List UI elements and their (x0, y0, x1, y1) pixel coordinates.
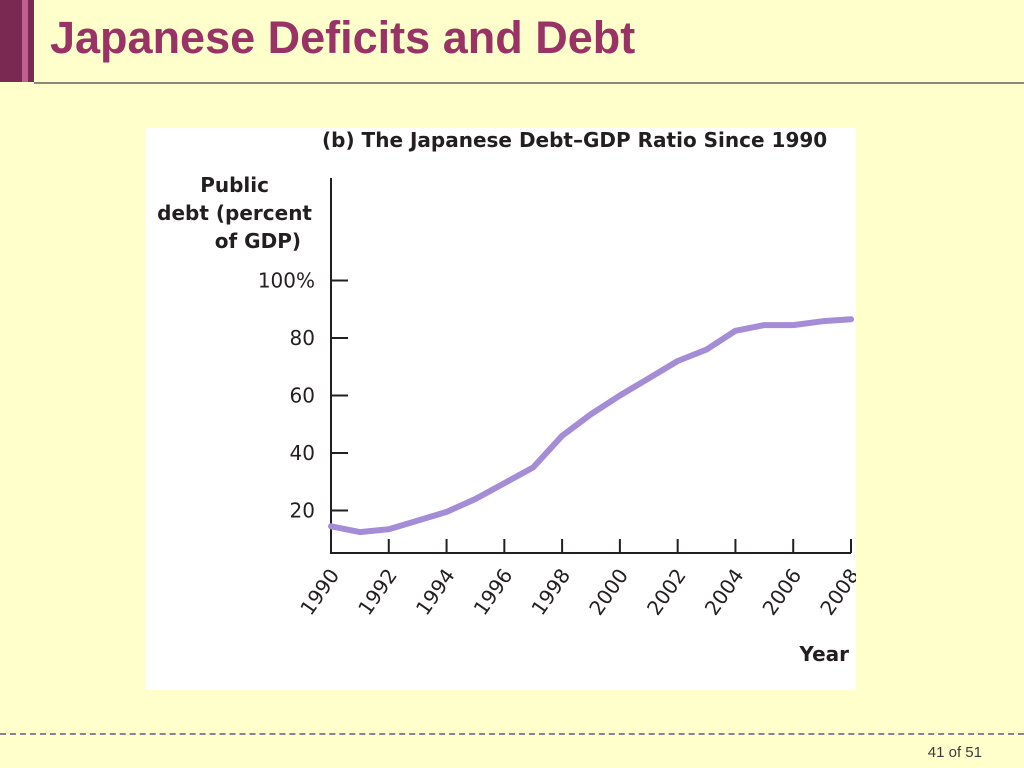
data-point (330, 525, 332, 527)
footer-divider (0, 733, 1024, 735)
data-point (532, 466, 534, 468)
y-tick-label: 60 (290, 384, 315, 408)
data-point (734, 330, 736, 332)
y-tick-label: 20 (290, 499, 315, 523)
data-point (792, 324, 794, 326)
chart-axes (330, 178, 851, 554)
y-tick-label: 80 (290, 326, 315, 350)
data-point (417, 520, 419, 522)
x-tick-label: 2004 (700, 564, 749, 619)
chart-series (328, 316, 854, 536)
accent-stripe-light (22, 0, 28, 82)
x-tick-label: 2006 (757, 564, 806, 619)
data-point (706, 349, 708, 350)
accent-stripe-dark (0, 0, 22, 82)
x-tick-label: 2000 (584, 564, 633, 619)
x-tick-label: 2002 (642, 564, 691, 619)
page-number: 41 of 51 (927, 744, 982, 761)
x-axis-label: Year (798, 642, 849, 666)
x-axis-ticks: 1990 1992 1994 1996 1998 2000 2002 2004 2006 2008 (295, 539, 856, 620)
data-point (850, 318, 852, 320)
data-point (763, 324, 765, 326)
y-axis-label-line: debt (percent (157, 201, 312, 225)
y-axis-label-line: of GDP) (215, 229, 301, 253)
data-point (677, 360, 679, 362)
x-tick-label: 1996 (469, 564, 518, 619)
data-point (561, 435, 563, 437)
x-tick-label: 1990 (295, 564, 344, 619)
y-axis-label: Public debt (percent of GDP) (157, 173, 312, 253)
y-axis-label-line: Public (200, 173, 269, 197)
title-divider (34, 82, 1024, 84)
chart-title: (b) The Japanese Debt–GDP Ratio Since 19… (322, 128, 827, 152)
y-tick-label: 40 (290, 441, 315, 465)
x-tick-label: 2008 (815, 564, 856, 619)
data-point (619, 395, 621, 396)
title-accent-bar (0, 0, 34, 82)
data-point (446, 511, 448, 513)
data-point (503, 482, 505, 484)
data-point (590, 413, 592, 415)
x-tick-label: 1992 (353, 564, 402, 619)
debt-gdp-line (328, 316, 854, 536)
y-axis-ticks: 20 40 60 80 100% (258, 269, 348, 523)
data-point (388, 528, 390, 530)
debt-gdp-chart: (b) The Japanese Debt–GDP Ratio Since 19… (157, 128, 856, 666)
data-point (359, 531, 361, 533)
chart-panel: (b) The Japanese Debt–GDP Ratio Since 19… (146, 128, 856, 690)
data-point (648, 377, 650, 379)
y-tick-label: 100% (258, 269, 315, 293)
data-point (821, 320, 823, 322)
accent-stripe-edge (28, 0, 34, 82)
data-point (474, 498, 476, 500)
x-tick-label: 1994 (411, 564, 460, 619)
x-tick-label: 1998 (526, 564, 575, 619)
slide-title: Japanese Deficits and Debt (50, 12, 636, 63)
